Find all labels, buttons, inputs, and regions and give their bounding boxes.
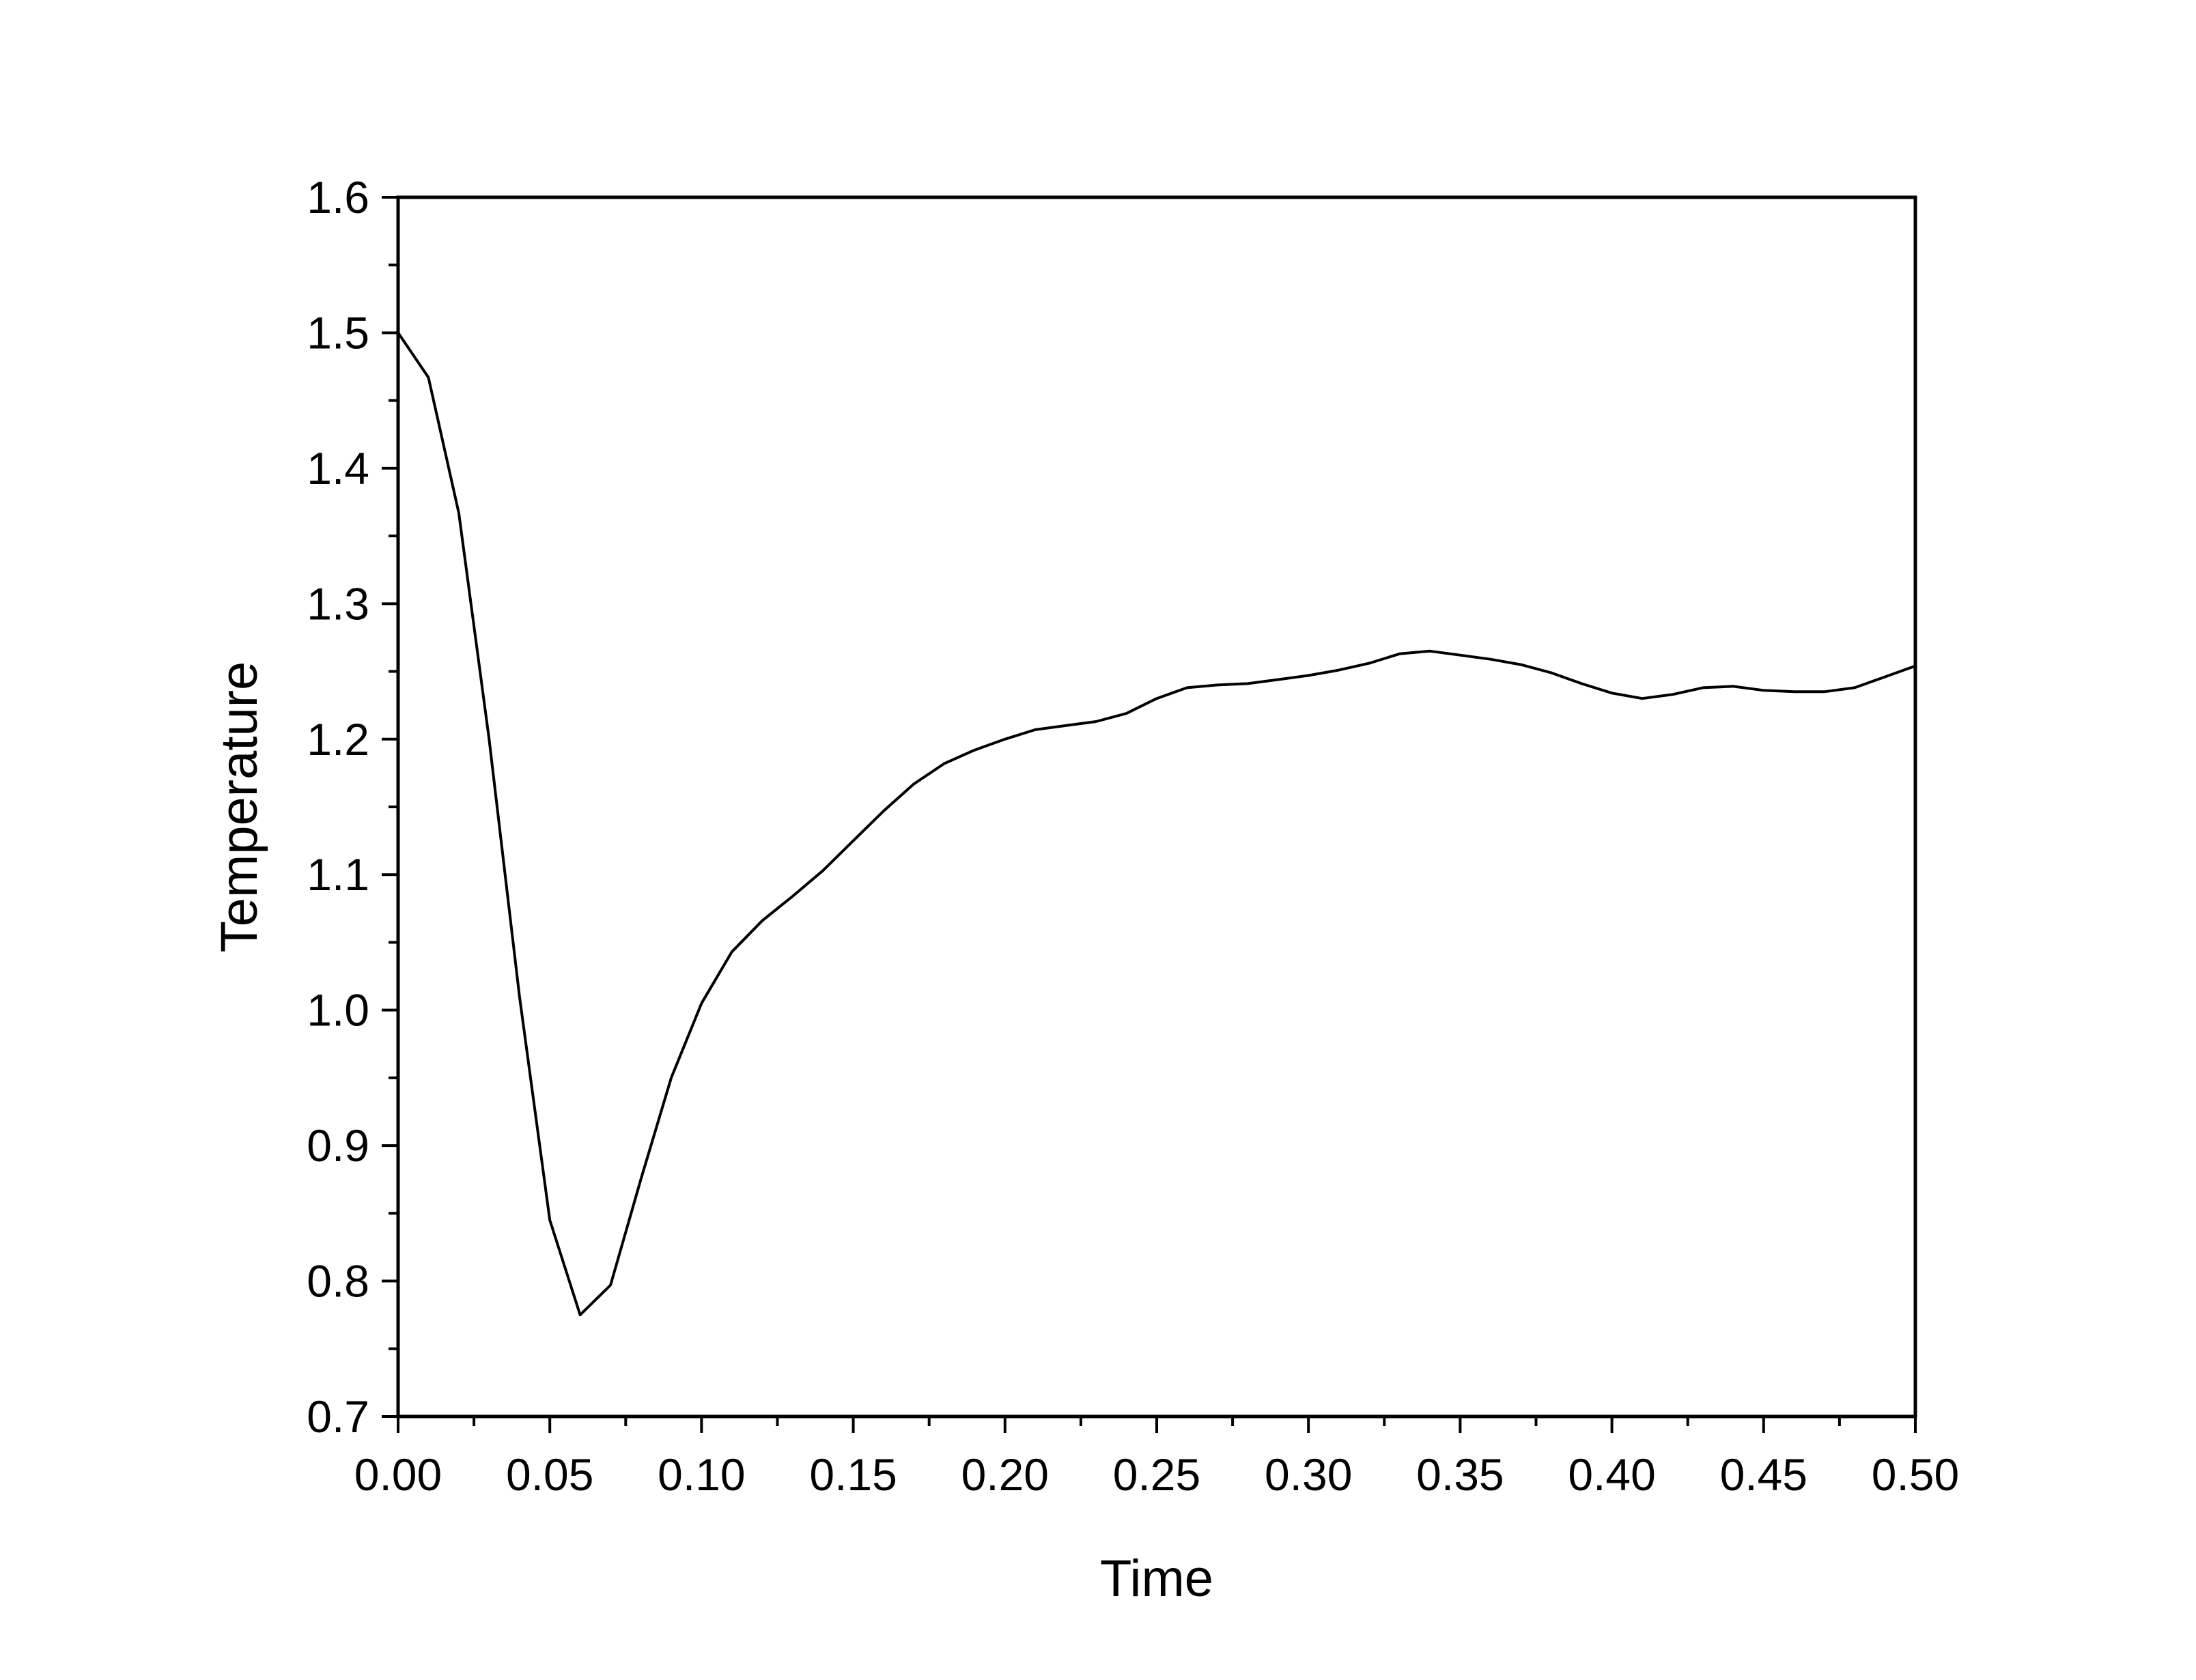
plot-area-frame [396,195,1917,1419]
x-tick-label: 0.50 [1872,1449,1959,1500]
x-tick-labels: 0.00 0.05 0.10 0.15 0.20 0.25 0.30 0.35 0.40 0.45… [354,1449,1959,1500]
major-ticks [382,196,1917,1433]
temperature-line [397,332,1916,1317]
x-tick-label: 0.20 [961,1449,1049,1500]
y-tick-label: 1.3 [307,578,369,629]
x-tick-label: 0.30 [1265,1449,1352,1500]
x-tick-label: 0.00 [354,1449,442,1500]
x-axis-label: Time [1100,1550,1213,1608]
x-tick-label: 0.40 [1568,1449,1655,1500]
y-tick-label: 0.9 [307,1120,369,1171]
minor-ticks [389,264,1841,1426]
x-tick-label: 0.45 [1720,1449,1807,1500]
x-tick-label: 0.10 [658,1449,745,1500]
x-tick-label: 0.15 [809,1449,897,1500]
y-tick-label: 1.6 [307,172,369,223]
y-tick-labels: 0.7 0.8 0.9 1.0 1.1 1.2 1.3 1.4 1.5 1.6 [307,172,369,1442]
y-tick-label: 1.0 [307,985,369,1036]
y-tick-label: 1.5 [307,307,369,358]
y-tick-label: 0.7 [307,1391,369,1442]
y-tick-label: 0.8 [307,1256,369,1307]
x-tick-label: 0.35 [1416,1449,1504,1500]
y-axis-label: Temperature [210,661,268,953]
x-tick-label: 0.05 [506,1449,593,1500]
y-tick-label: 1.2 [307,714,369,765]
y-tick-label: 1.1 [307,849,369,900]
x-tick-label: 0.25 [1113,1449,1200,1500]
y-tick-label: 1.4 [307,443,369,494]
